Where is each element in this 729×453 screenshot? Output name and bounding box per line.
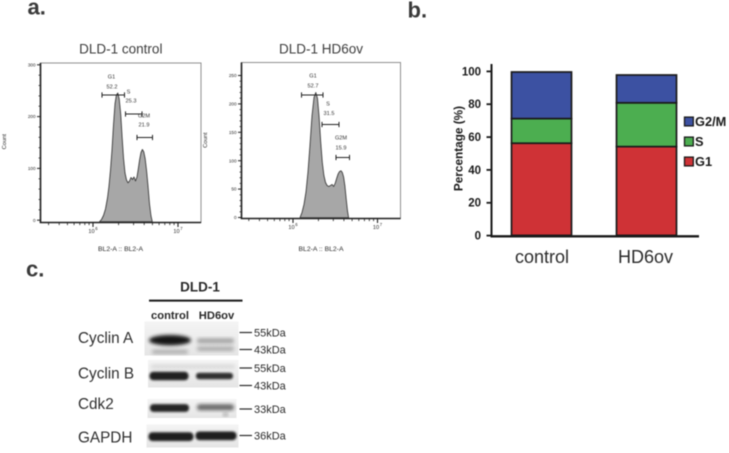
svg-text:6: 6 [95, 226, 98, 231]
svg-text:10: 10 [88, 229, 94, 235]
svg-text:HD6ov: HD6ov [618, 247, 673, 267]
svg-text:20: 20 [468, 198, 481, 210]
svg-text:DLD-1 control: DLD-1 control [79, 42, 162, 57]
svg-text:40: 40 [468, 165, 481, 177]
svg-text:Cyclin A: Cyclin A [78, 330, 134, 347]
svg-text:0: 0 [234, 215, 237, 220]
svg-text:Count: Count [203, 132, 209, 148]
svg-text:300: 300 [28, 62, 36, 67]
svg-text:control: control [515, 247, 569, 267]
svg-text:31.5: 31.5 [324, 111, 335, 117]
svg-text:10: 10 [288, 225, 294, 231]
svg-text:7: 7 [380, 222, 383, 227]
svg-text:33kDa: 33kDa [254, 404, 287, 416]
svg-text:10: 10 [173, 229, 179, 235]
svg-text:Cdk2: Cdk2 [78, 396, 114, 413]
svg-text:GAPDH: GAPDH [78, 430, 132, 447]
svg-text:7: 7 [180, 226, 183, 231]
svg-text:Percentage (%): Percentage (%) [452, 106, 466, 191]
svg-text:36kDa: 36kDa [254, 431, 287, 443]
svg-text:0: 0 [475, 231, 481, 243]
svg-text:10: 10 [373, 225, 379, 231]
svg-text:250: 250 [229, 73, 237, 78]
svg-text:G2/M: G2/M [695, 114, 726, 129]
svg-text:G2M: G2M [138, 114, 150, 120]
svg-text:DLD-1 HD6ov: DLD-1 HD6ov [279, 42, 363, 57]
svg-text:G2M: G2M [335, 136, 347, 142]
svg-text:50: 50 [231, 187, 237, 192]
svg-text:c.: c. [26, 257, 44, 282]
svg-text:43kDa: 43kDa [254, 381, 287, 393]
svg-text:G1: G1 [108, 75, 115, 81]
svg-text:BL2-A :: BL2-A: BL2-A :: BL2-A [98, 246, 143, 253]
svg-text:6: 6 [295, 222, 298, 227]
svg-text:a.: a. [28, 0, 46, 20]
svg-text:15.9: 15.9 [336, 146, 347, 152]
svg-text:0: 0 [33, 218, 36, 223]
svg-text:21.9: 21.9 [139, 123, 150, 129]
svg-text:52.7: 52.7 [308, 84, 319, 90]
svg-text:100: 100 [28, 166, 36, 171]
svg-text:Cyclin B: Cyclin B [78, 366, 134, 383]
svg-text:HD6ov: HD6ov [199, 310, 235, 322]
svg-text:80: 80 [468, 99, 481, 111]
svg-text:G1: G1 [695, 154, 712, 169]
svg-text:150: 150 [229, 130, 237, 135]
svg-text:100: 100 [229, 158, 237, 163]
svg-text:55kDa: 55kDa [254, 328, 287, 340]
svg-text:60: 60 [468, 132, 481, 144]
svg-text:25.3: 25.3 [126, 99, 137, 105]
svg-text:52.2: 52.2 [107, 85, 118, 91]
svg-text:b.: b. [408, 0, 428, 23]
svg-text:200: 200 [229, 102, 237, 107]
svg-text:Count: Count [2, 134, 8, 150]
svg-text:control: control [151, 310, 189, 322]
svg-text:55kDa: 55kDa [254, 363, 287, 375]
svg-text:BL2-A :: BL2-A: BL2-A :: BL2-A [299, 246, 344, 253]
svg-text:S: S [127, 90, 131, 96]
svg-text:200: 200 [28, 114, 36, 119]
svg-text:S: S [326, 102, 330, 108]
svg-text:43kDa: 43kDa [254, 345, 287, 357]
svg-text:S: S [695, 134, 704, 149]
svg-text:DLD-1: DLD-1 [180, 280, 220, 295]
svg-text:G1: G1 [309, 74, 316, 80]
svg-text:100: 100 [462, 66, 481, 78]
